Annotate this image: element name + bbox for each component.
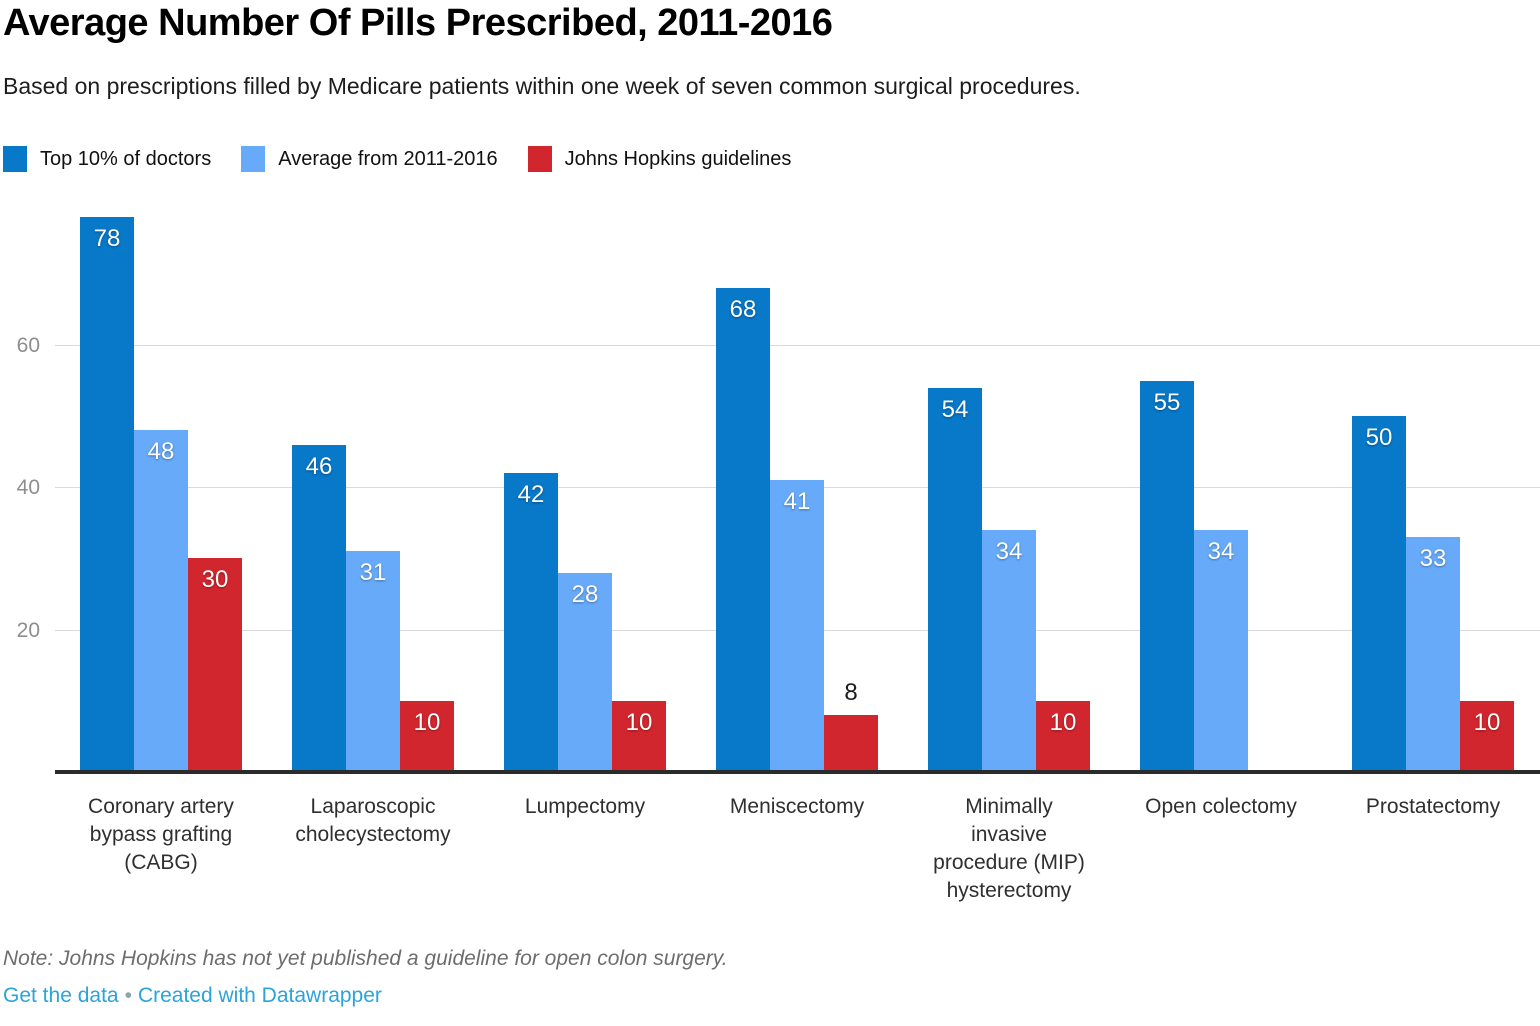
bar-value-label: 34 (1207, 538, 1235, 565)
category-label: Coronary artery bypass grafting (CABG) (88, 795, 234, 874)
bar (612, 701, 666, 772)
chart-note: Note: Johns Hopkins has not yet publishe… (3, 947, 728, 970)
attribution-separator: • (124, 984, 132, 1007)
category-label: Laparoscopic cholecystectomy (295, 795, 451, 846)
bar (928, 388, 982, 772)
bar (558, 573, 612, 772)
y-axis-tick-label: 60 (16, 334, 40, 357)
legend-label: Johns Hopkins guidelines (564, 147, 792, 170)
legend-item: Top 10% of doctors (3, 146, 211, 172)
bar-value-label: 8 (844, 679, 858, 706)
bar (770, 480, 824, 772)
bar (346, 551, 400, 772)
bar-value-label: 28 (571, 581, 599, 608)
bar (80, 217, 134, 772)
legend-swatch (241, 146, 266, 172)
bar-value-label: 33 (1419, 545, 1447, 572)
category-label: Prostatectomy (1365, 795, 1501, 818)
bar (824, 715, 878, 772)
legend: Top 10% of doctors Average from 2011-2016… (3, 146, 821, 172)
bar-value-label: 42 (517, 481, 545, 508)
bar (1352, 416, 1406, 772)
bar-value-label: 78 (93, 225, 121, 252)
bar-value-label: 10 (413, 709, 441, 736)
bar-value-label: 68 (729, 296, 757, 323)
chart-subtitle: Based on prescriptions filled by Medicar… (3, 73, 1081, 99)
x-axis-baseline (55, 770, 1540, 774)
attribution: Get the data • Created with Datawrapper (3, 984, 382, 1008)
legend-item: Average from 2011-2016 (241, 146, 498, 172)
legend-item: Johns Hopkins guidelines (527, 146, 792, 172)
y-gridline (55, 345, 1540, 346)
bar-value-label: 31 (359, 559, 387, 586)
bar (1460, 701, 1514, 772)
category-label: Lumpectomy (524, 795, 646, 818)
bar (982, 530, 1036, 772)
category-label: Meniscectomy (729, 795, 865, 818)
bar (400, 701, 454, 772)
bar-value-label: 10 (1049, 709, 1077, 736)
y-axis-tick-label: 20 (16, 619, 40, 642)
bar-value-label: 34 (995, 538, 1023, 565)
legend-label: Top 10% of doctors (40, 147, 212, 170)
category-label: Open colectomy (1145, 795, 1297, 818)
y-axis-tick-label: 40 (16, 476, 40, 499)
legend-swatch (3, 146, 27, 172)
bar-value-label: 50 (1365, 424, 1393, 451)
bar (504, 473, 558, 772)
legend-label: Average from 2011-2016 (278, 147, 498, 170)
bar-value-label: 46 (305, 453, 333, 480)
datawrapper-link[interactable]: Created with Datawrapper (137, 984, 382, 1007)
bar (292, 445, 346, 772)
legend-swatch (527, 146, 552, 172)
bar-value-label: 10 (1473, 709, 1501, 736)
bar-value-label: 10 (625, 709, 653, 736)
bar-value-label: 48 (147, 438, 175, 465)
bar (1194, 530, 1248, 772)
bar (1036, 701, 1090, 772)
bar-value-label: 41 (783, 488, 811, 515)
bar (134, 430, 188, 772)
page-title: Average Number Of Pills Prescribed, 2011… (3, 2, 833, 44)
bar (1140, 381, 1194, 772)
bar-value-label: 55 (1153, 389, 1181, 416)
bar-value-label: 54 (941, 396, 969, 423)
get-the-data-link[interactable]: Get the data (3, 984, 119, 1007)
bar (1406, 537, 1460, 772)
bar (716, 288, 770, 772)
bar-value-label: 30 (201, 566, 229, 593)
bar (188, 558, 242, 772)
category-label: Minimally invasive procedure (MIP) hyste… (933, 795, 1085, 902)
